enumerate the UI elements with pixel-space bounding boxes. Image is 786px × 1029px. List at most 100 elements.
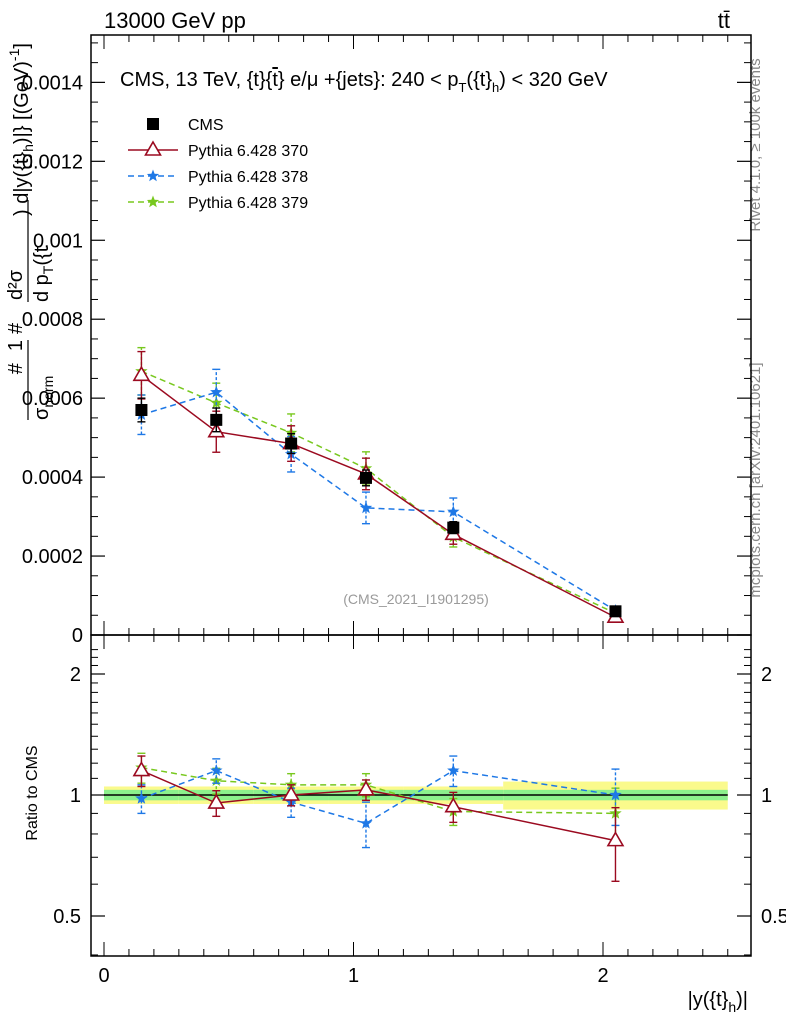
main-y-tick-label: 0.0002 bbox=[22, 546, 83, 568]
ratio-point-p370 bbox=[606, 831, 625, 847]
header-energy-label: 13000 GeV pp bbox=[104, 8, 246, 33]
main-panel: 0 0.0002 0.0004 0.0006 0.0008 0.001 0.0012 0.00… bbox=[22, 34, 752, 647]
ylabel-sigma-norm: σnorm bbox=[31, 376, 56, 420]
ylabel-sub-t: T bbox=[40, 265, 56, 274]
legend-marker-cms bbox=[147, 118, 159, 130]
legend-label-p378: Pythia 6.428 378 bbox=[188, 169, 308, 186]
main-y-tick-label: 0.0014 bbox=[22, 72, 83, 94]
ratio-x-tick-label: 2 bbox=[597, 965, 608, 987]
ratio-x-axis-label: |y({t}h)| bbox=[688, 989, 748, 1015]
ratio-y-tick-label: 0.5 bbox=[53, 906, 81, 928]
ratio-point-p370 bbox=[357, 780, 375, 796]
ratio-x-tick-label: 0 bbox=[98, 965, 109, 987]
ratio-panel: 0.5 0.5 1 1 2 2 0 1 2 Ratio to CMS |y({t}h)| bbox=[24, 634, 786, 1015]
main-y-tick-label: 0.0012 bbox=[22, 151, 83, 173]
main-y-tick-label: 0.0008 bbox=[22, 309, 83, 331]
legend-marker-p370 bbox=[144, 140, 162, 156]
ylabel-d2sigma: d²σ bbox=[5, 269, 27, 300]
ratio-point-p378 bbox=[135, 792, 148, 804]
ratio-y-tick-label-right: 1 bbox=[761, 785, 772, 807]
ylabel-hash1: # bbox=[5, 362, 27, 374]
ylabel-dpt: d p bbox=[31, 274, 53, 302]
ratio-ticks: 0.5 0.5 1 1 2 2 0 1 2 bbox=[53, 635, 786, 987]
ratio-x-tick-label: 1 bbox=[348, 965, 359, 987]
ylabel-denominator: d pT({t bbox=[31, 246, 56, 302]
ratio-series-p378 bbox=[135, 755, 622, 849]
ratio-y-tick-label-right: 2 bbox=[761, 664, 772, 686]
data-point-cms bbox=[135, 404, 148, 416]
ratio-y-tick-label-right: 0.5 bbox=[761, 906, 786, 928]
series-line-p379 bbox=[141, 370, 616, 614]
legend-label-cms: CMS bbox=[188, 117, 224, 134]
legend-label-p379: Pythia 6.428 379 bbox=[188, 195, 308, 212]
main-y-axis-label: #1 σnorm # d²σ d pT({t ) d|y({t}h)|} [(G… bbox=[5, 43, 56, 420]
rivet-label: Rivet 4.1.0, ≥ 100k events bbox=[747, 58, 764, 231]
data-point-cms bbox=[285, 437, 298, 450]
title-paren: ({t} bbox=[466, 69, 492, 91]
ylabel-norm: norm bbox=[40, 376, 56, 408]
main-title: CMS, 13 TeV, {t}{t} e/μ +{jets}: 240 < p… bbox=[120, 69, 608, 95]
legend-marker-p379 bbox=[146, 195, 160, 208]
ratio-series-layer bbox=[132, 752, 625, 882]
title-mid: } e/μ +{jets}: 240 < p bbox=[278, 69, 459, 91]
data-point-p378 bbox=[359, 501, 373, 514]
ratio-y-tick-label: 2 bbox=[70, 664, 81, 686]
ylabel-tpar: ({t bbox=[31, 246, 53, 265]
ylabel-sigma: σ bbox=[31, 407, 53, 420]
xlabel-close: )| bbox=[736, 989, 748, 1011]
title-tbar: t bbox=[272, 69, 278, 91]
data-point-cms bbox=[359, 471, 372, 484]
ylabel-exp: -1 bbox=[6, 48, 22, 61]
ylabel-units: )|} [(GeV) bbox=[11, 61, 33, 144]
ratio-point-p378 bbox=[447, 764, 460, 776]
ratio-line-p378 bbox=[141, 769, 616, 825]
xlabel-sub: h bbox=[728, 999, 736, 1015]
ratio-point-p378 bbox=[359, 816, 373, 829]
ratio-series-p370 bbox=[132, 755, 625, 882]
main-y-tick-label: 0.0006 bbox=[22, 388, 83, 410]
title-prefix: CMS, 13 TeV, {t}{ bbox=[120, 69, 273, 91]
main-y-tick-label: 0.0004 bbox=[22, 467, 83, 489]
ratio-point-p378 bbox=[210, 764, 223, 776]
data-point-cms bbox=[609, 605, 622, 618]
title-sub-h: h bbox=[492, 80, 499, 95]
ratio-line-p370 bbox=[141, 769, 616, 842]
ylabel-one: 1 bbox=[5, 340, 27, 351]
ylabel-tail-text: ) d|y({t} bbox=[11, 152, 33, 216]
ratio-point-p370 bbox=[207, 793, 226, 809]
title-sub-t: T bbox=[458, 80, 466, 95]
ratio-point-p370 bbox=[444, 797, 463, 813]
xlabel-main: |y({t} bbox=[688, 989, 729, 1011]
ylabel-tail: ) d|y({t}h)|} [(GeV)-1] bbox=[6, 43, 36, 216]
ylabel-hash2: # bbox=[5, 322, 27, 334]
data-point-p378 bbox=[447, 505, 460, 518]
ylabel-sub-h: h bbox=[20, 144, 36, 152]
legend-marker-p378 bbox=[146, 169, 160, 182]
ratio-point-p370 bbox=[282, 785, 301, 801]
series-line-p370 bbox=[140, 374, 616, 618]
data-point-cms bbox=[447, 521, 460, 534]
main-series-layer bbox=[132, 346, 625, 624]
ratio-point-p370 bbox=[132, 761, 151, 777]
ylabel-frac-numerator: #1 bbox=[5, 340, 27, 374]
series-line-p378 bbox=[141, 391, 616, 612]
main-y-tick-label: 0 bbox=[72, 625, 83, 647]
data-point-p378 bbox=[210, 385, 223, 398]
legend: CMS Pythia 6.428 370 Pythia 6.428 378 Pythi… bbox=[128, 117, 308, 212]
title-suffix: ) < 320 GeV bbox=[499, 69, 608, 91]
ratio-point-p378 bbox=[609, 788, 622, 801]
header-process-label: tt̄ bbox=[718, 8, 730, 33]
main-ticks: 0 0.0002 0.0004 0.0006 0.0008 0.001 0.0012 0.00… bbox=[22, 35, 751, 647]
ratio-y-tick-label: 1 bbox=[70, 785, 81, 807]
ratio-y-axis-label: Ratio to CMS bbox=[24, 745, 41, 840]
legend-label-p370: Pythia 6.428 370 bbox=[188, 143, 308, 160]
series-cms bbox=[135, 397, 622, 618]
data-point-cms bbox=[210, 413, 223, 426]
ylabel-close: ] bbox=[11, 43, 33, 49]
analysis-watermark: (CMS_2021_I1901295) bbox=[343, 591, 489, 607]
main-y-tick-label: 0.001 bbox=[33, 230, 83, 252]
series-p378 bbox=[135, 368, 622, 616]
ratio-point-p379 bbox=[210, 774, 223, 786]
data-point-p370 bbox=[132, 365, 151, 382]
